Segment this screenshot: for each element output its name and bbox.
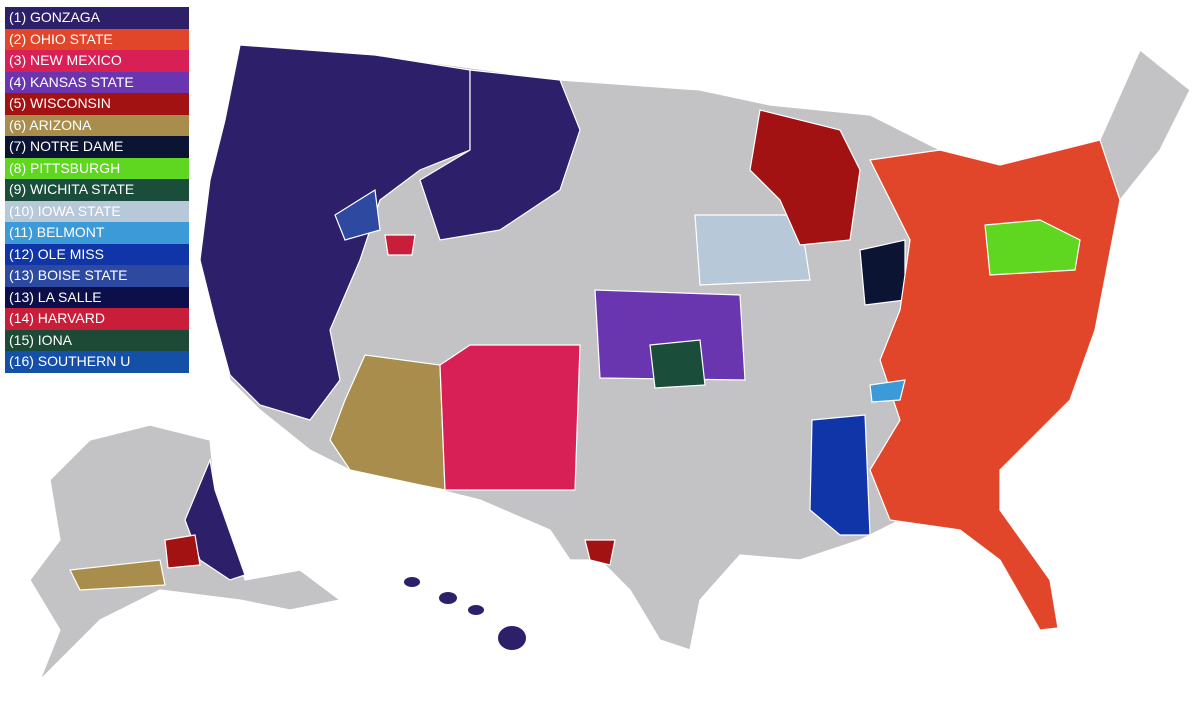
legend-entry: (13) LA SALLE bbox=[5, 286, 189, 308]
region-boise-state bbox=[334, 188, 381, 241]
legend-entry: (15) IONA bbox=[5, 329, 189, 351]
region-ole-miss bbox=[809, 414, 871, 536]
region-belmont bbox=[869, 379, 906, 403]
legend-entry: (7) NOTRE DAME bbox=[5, 136, 189, 158]
island bbox=[404, 577, 420, 587]
legend-entry: (14) HARVARD bbox=[5, 308, 189, 330]
region-harvard bbox=[384, 234, 416, 256]
region-pittsburgh bbox=[984, 219, 1081, 276]
region-gonzaga-north bbox=[419, 69, 581, 241]
legend: (1) GONZAGA (2) OHIO STATE (3) NEW MEXICO(… bbox=[5, 7, 189, 373]
alaska-arizona bbox=[69, 559, 166, 591]
legend-entry: (9) WICHITA STATE bbox=[5, 179, 189, 201]
legend-entry: (2) OHIO STATE bbox=[5, 28, 189, 50]
region-ohio-state bbox=[869, 139, 1121, 631]
island bbox=[439, 592, 457, 604]
legend-entry: (4) KANSAS STATE bbox=[5, 71, 189, 93]
legend-entry: (3) NEW MEXICO bbox=[5, 50, 189, 72]
region-iowa-state bbox=[694, 214, 811, 286]
legend-entry: (13) BOISE STATE bbox=[5, 265, 189, 287]
island bbox=[468, 605, 484, 615]
legend-entry: (6) ARIZONA bbox=[5, 114, 189, 136]
legend-entry: (12) OLE MISS bbox=[5, 243, 189, 265]
legend-entry: (8) PITTSBURGH bbox=[5, 157, 189, 179]
region-wisconsin bbox=[749, 109, 861, 246]
legend-entry: (16) SOUTHERN U bbox=[5, 351, 189, 373]
region-new-mexico bbox=[439, 344, 581, 491]
region-kansas-state bbox=[594, 289, 746, 381]
legend-entry: (1) GONZAGA bbox=[5, 7, 189, 29]
legend-entry: (10) IOWA STATE bbox=[5, 200, 189, 222]
island bbox=[498, 626, 526, 650]
legend-entry: (5) WISCONSIN bbox=[5, 93, 189, 115]
region-wichita-state bbox=[649, 339, 706, 389]
region-notre-dame bbox=[859, 239, 906, 306]
hawaii bbox=[404, 577, 526, 650]
legend-entry: (11) BELMONT bbox=[5, 222, 189, 244]
alaska-wisconsin bbox=[164, 534, 201, 569]
region-wisconsin-ak bbox=[584, 539, 616, 566]
alaska-gonzaga bbox=[184, 457, 246, 581]
